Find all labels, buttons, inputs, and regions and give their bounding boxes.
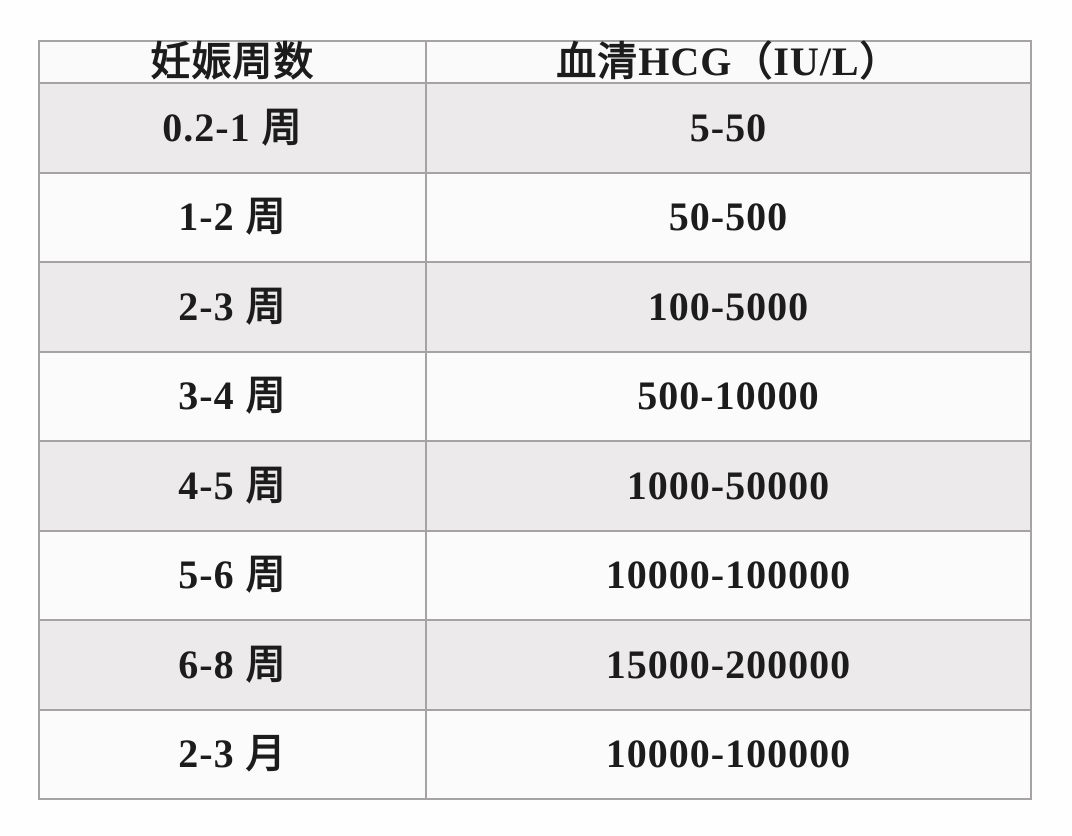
hcg-cell: 500-10000 <box>424 350 1033 442</box>
weeks-cell: 4-5 周 <box>38 440 427 532</box>
hcg-cell: 10000-100000 <box>424 529 1033 621</box>
hcg-reference-table: 妊娠周数 血清HCG（IU/L） 0.2-1 周 5-50 1-2 周 50-500 2… <box>38 40 1033 800</box>
weeks-cell: 6-8 周 <box>38 619 427 711</box>
hcg-cell: 50-500 <box>424 171 1033 263</box>
hcg-cell: 5-50 <box>424 82 1033 174</box>
table-row: 0.2-1 周 5-50 <box>38 82 1033 174</box>
table-row: 3-4 周 500-10000 <box>38 350 1033 442</box>
hcg-cell: 15000-200000 <box>424 619 1033 711</box>
table-row: 5-6 周 10000-100000 <box>38 529 1033 621</box>
hcg-cell: 100-5000 <box>424 261 1033 353</box>
table-row: 1-2 周 50-500 <box>38 171 1033 263</box>
table-row: 6-8 周 15000-200000 <box>38 619 1033 711</box>
weeks-cell: 2-3 周 <box>38 261 427 353</box>
table-header-row: 妊娠周数 血清HCG（IU/L） <box>38 40 1033 84</box>
table-row: 2-3 周 100-5000 <box>38 261 1033 353</box>
weeks-cell: 5-6 周 <box>38 529 427 621</box>
weeks-cell: 3-4 周 <box>38 350 427 442</box>
table-row: 2-3 月 10000-100000 <box>38 708 1033 800</box>
column-header-weeks: 妊娠周数 <box>38 40 427 84</box>
column-header-hcg: 血清HCG（IU/L） <box>424 40 1033 84</box>
hcg-reference-table-container: 妊娠周数 血清HCG（IU/L） 0.2-1 周 5-50 1-2 周 50-500 2… <box>38 40 1033 800</box>
hcg-cell: 1000-50000 <box>424 440 1033 532</box>
weeks-cell: 1-2 周 <box>38 171 427 263</box>
table-body: 0.2-1 周 5-50 1-2 周 50-500 2-3 周 100-5000 3-4 周… <box>38 82 1033 800</box>
weeks-cell: 2-3 月 <box>38 708 427 800</box>
table-row: 4-5 周 1000-50000 <box>38 440 1033 532</box>
weeks-cell: 0.2-1 周 <box>38 82 427 174</box>
hcg-cell: 10000-100000 <box>424 708 1033 800</box>
